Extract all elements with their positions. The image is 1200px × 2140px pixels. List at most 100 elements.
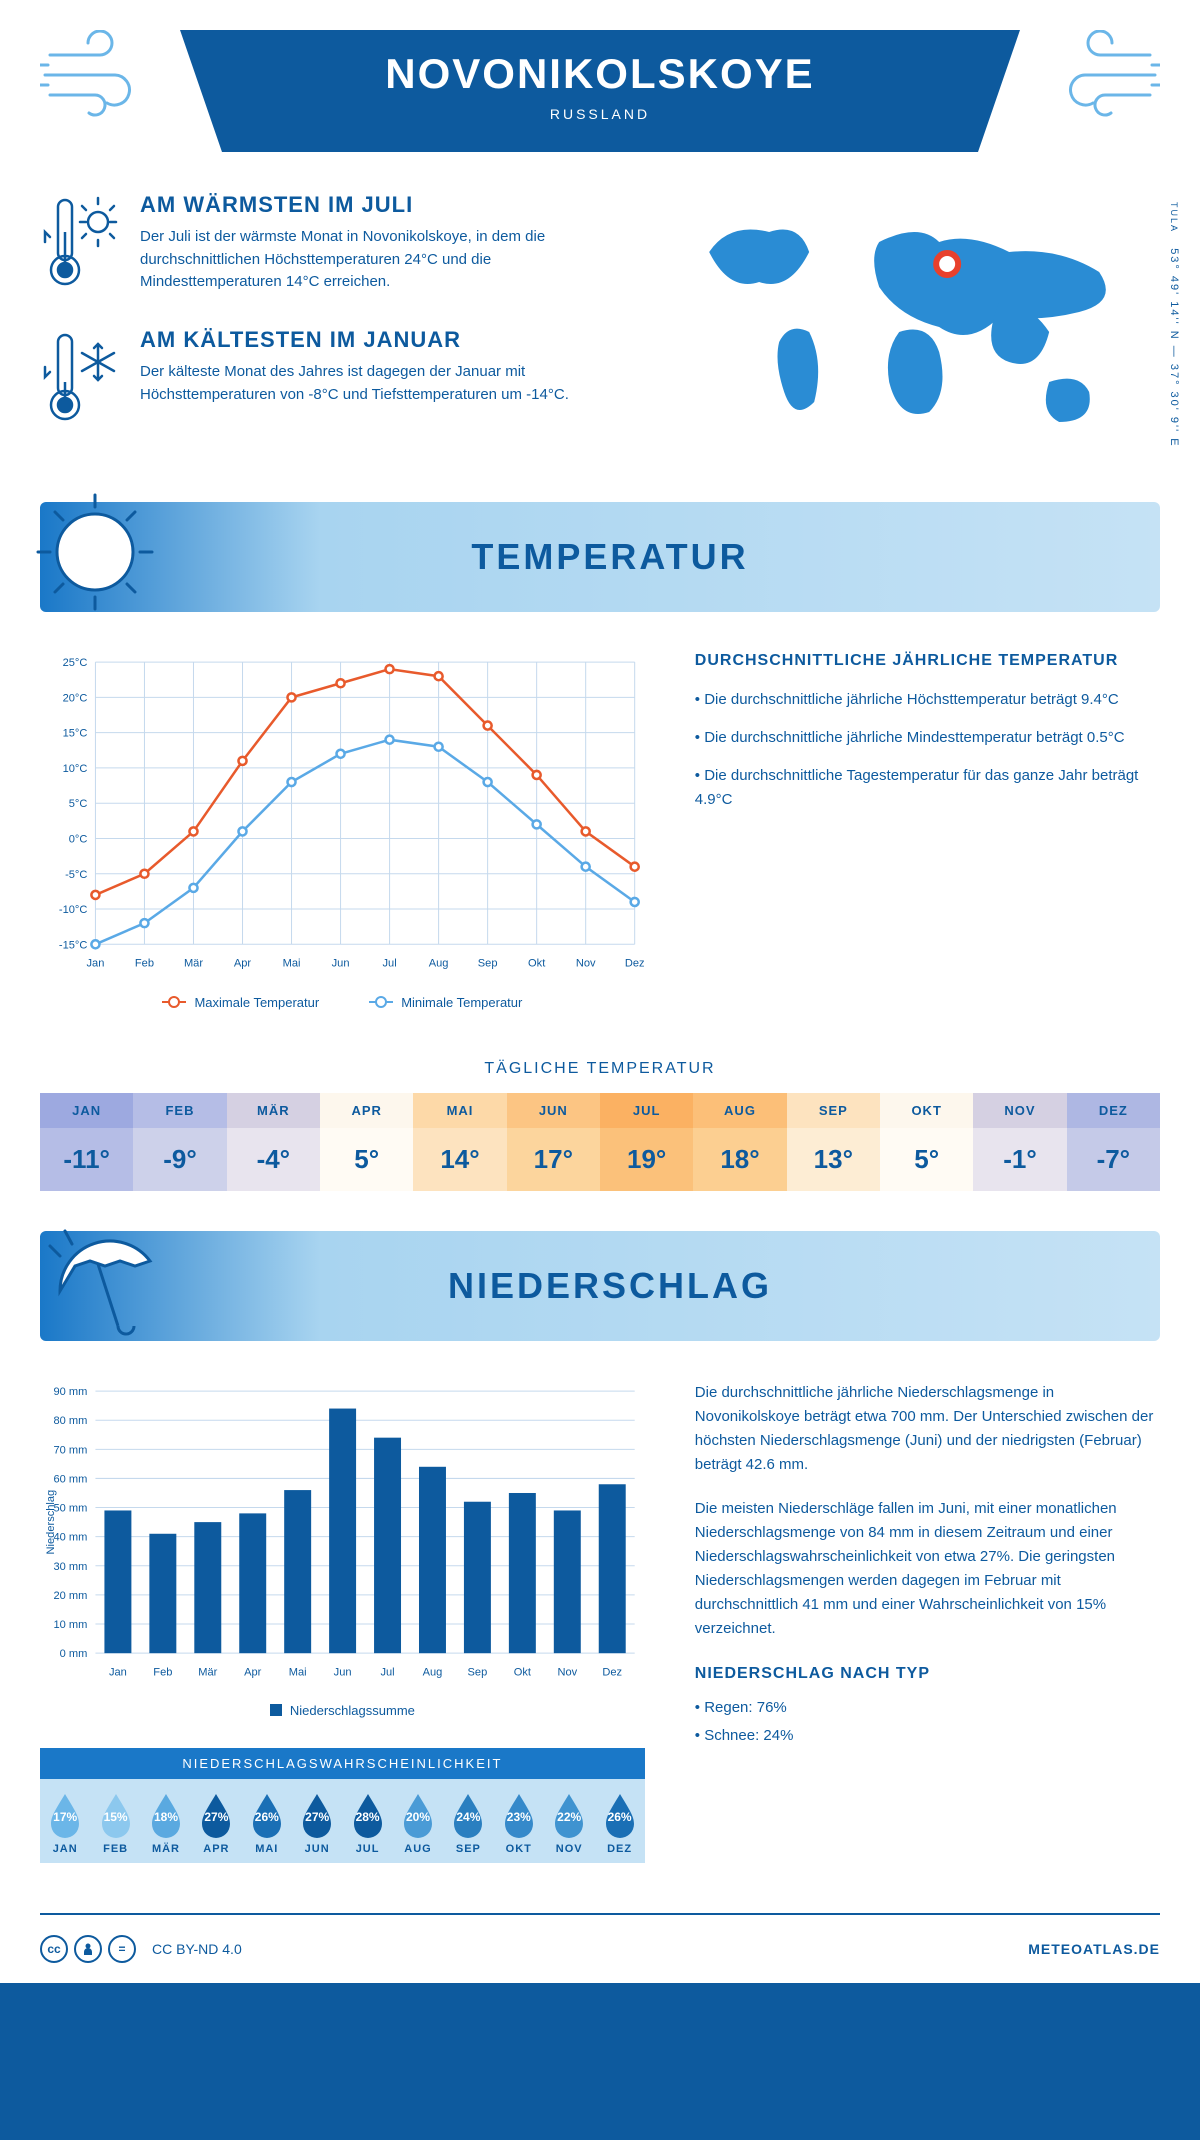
svg-text:Apr: Apr <box>244 1666 262 1678</box>
svg-text:40 mm: 40 mm <box>54 1531 88 1543</box>
intro-row: AM WÄRMSTEN IM JULI Der Juli ist der wär… <box>40 192 1160 462</box>
prob-cell: 26% MAI <box>242 1791 292 1855</box>
daily-head: APR <box>320 1093 413 1128</box>
prob-cell: 27% APR <box>191 1791 241 1855</box>
raindrop-icon: 27% <box>298 1791 336 1839</box>
svg-text:Feb: Feb <box>135 957 154 969</box>
svg-text:Jul: Jul <box>382 957 396 969</box>
svg-text:Aug: Aug <box>423 1666 443 1678</box>
svg-text:Nov: Nov <box>576 957 596 969</box>
thermometer-snow-icon <box>40 327 120 432</box>
svg-text:Sep: Sep <box>478 957 498 969</box>
svg-text:Nov: Nov <box>557 1666 577 1678</box>
svg-text:5°C: 5°C <box>69 798 88 810</box>
daily-head: DEZ <box>1067 1093 1160 1128</box>
daily-head: FEB <box>133 1093 226 1128</box>
svg-text:Feb: Feb <box>153 1666 172 1678</box>
svg-text:Okt: Okt <box>528 957 545 969</box>
svg-text:70 mm: 70 mm <box>54 1444 88 1456</box>
daily-value: 17° <box>507 1128 600 1191</box>
thermometer-sun-icon <box>40 192 120 297</box>
svg-text:-15°C: -15°C <box>59 939 87 951</box>
daily-temp-table: JANFEBMÄRAPRMAIJUNJULAUGSEPOKTNOVDEZ-11°… <box>40 1093 1160 1191</box>
warmest-title: AM WÄRMSTEN IM JULI <box>140 192 618 218</box>
prob-cell: 22% NOV <box>544 1791 594 1855</box>
precip-summary: Die durchschnittliche jährliche Niedersc… <box>695 1381 1160 1863</box>
svg-text:Dez: Dez <box>625 957 645 969</box>
daily-head: OKT <box>880 1093 973 1128</box>
daily-head: MAI <box>413 1093 506 1128</box>
daily-value: -11° <box>40 1128 133 1191</box>
svg-text:Mär: Mär <box>184 957 203 969</box>
header: NOVONIKOLSKOYE RUSSLAND <box>40 30 1160 152</box>
daily-value: -9° <box>133 1128 226 1191</box>
raindrop-icon: 15% <box>97 1791 135 1839</box>
svg-text:0°C: 0°C <box>69 834 88 846</box>
warmest-text: Der Juli ist der wärmste Monat in Novoni… <box>140 226 618 294</box>
daily-value: 18° <box>693 1128 786 1191</box>
site-name: METEOATLAS.DE <box>1028 1941 1160 1957</box>
precip-banner: NIEDERSCHLAG <box>40 1231 1160 1341</box>
svg-text:Jan: Jan <box>87 957 105 969</box>
coldest-fact: AM KÄLTESTEN IM JANUAR Der kälteste Mona… <box>40 327 618 432</box>
svg-text:Aug: Aug <box>429 957 449 969</box>
prob-cell: 20% AUG <box>393 1791 443 1855</box>
daily-value: -4° <box>227 1128 320 1191</box>
daily-value: 13° <box>787 1128 880 1191</box>
svg-text:0 mm: 0 mm <box>60 1648 88 1660</box>
raindrop-icon: 28% <box>349 1791 387 1839</box>
daily-value: 19° <box>600 1128 693 1191</box>
daily-value: -1° <box>973 1128 1066 1191</box>
temperature-summary: DURCHSCHNITTLICHE JÄHRLICHE TEMPERATUR •… <box>695 652 1160 1010</box>
svg-text:20 mm: 20 mm <box>54 1589 88 1601</box>
svg-text:Jun: Jun <box>334 1666 352 1678</box>
prob-cell: 17% JAN <box>40 1791 90 1855</box>
prob-cell: 18% MÄR <box>141 1791 191 1855</box>
coordinates: TULA 53° 49' 14'' N — 37° 30' 9'' E <box>1168 202 1180 448</box>
wind-icon <box>40 30 160 125</box>
svg-text:90 mm: 90 mm <box>54 1386 88 1398</box>
temperature-banner: TEMPERATUR <box>40 502 1160 612</box>
svg-text:60 mm: 60 mm <box>54 1473 88 1485</box>
svg-text:Jun: Jun <box>332 957 350 969</box>
raindrop-icon: 26% <box>601 1791 639 1839</box>
city-title: NOVONIKOLSKOYE <box>220 50 980 98</box>
svg-text:Jul: Jul <box>380 1666 394 1678</box>
svg-text:30 mm: 30 mm <box>54 1560 88 1572</box>
daily-head: JAN <box>40 1093 133 1128</box>
raindrop-icon: 22% <box>550 1791 588 1839</box>
umbrella-icon <box>30 1216 160 1346</box>
prob-cell: 15% FEB <box>90 1791 140 1855</box>
svg-text:10 mm: 10 mm <box>54 1619 88 1631</box>
coldest-text: Der kälteste Monat des Jahres ist dagege… <box>140 361 618 406</box>
svg-text:80 mm: 80 mm <box>54 1415 88 1427</box>
daily-head: SEP <box>787 1093 880 1128</box>
sun-icon <box>30 487 160 617</box>
raindrop-icon: 18% <box>147 1791 185 1839</box>
raindrop-icon: 27% <box>197 1791 235 1839</box>
svg-text:10°C: 10°C <box>63 763 88 775</box>
svg-text:Mär: Mär <box>198 1666 217 1678</box>
precip-probability: NIEDERSCHLAGSWAHRSCHEINLICHKEIT 17% JAN … <box>40 1748 645 1863</box>
svg-text:-10°C: -10°C <box>59 904 87 916</box>
prob-cell: 23% OKT <box>494 1791 544 1855</box>
raindrop-icon: 24% <box>449 1791 487 1839</box>
svg-text:Jan: Jan <box>109 1666 127 1678</box>
raindrop-icon: 20% <box>399 1791 437 1839</box>
coldest-title: AM KÄLTESTEN IM JANUAR <box>140 327 618 353</box>
svg-text:Apr: Apr <box>234 957 252 969</box>
title-banner: NOVONIKOLSKOYE RUSSLAND <box>180 30 1020 152</box>
daily-head: MÄR <box>227 1093 320 1128</box>
svg-text:15°C: 15°C <box>63 728 88 740</box>
temperature-title: TEMPERATUR <box>160 536 1160 578</box>
precip-chart: 0 mm10 mm20 mm30 mm40 mm50 mm60 mm70 mm8… <box>40 1381 645 1683</box>
prob-cell: 27% JUN <box>292 1791 342 1855</box>
precip-title: NIEDERSCHLAG <box>160 1265 1160 1307</box>
raindrop-icon: 26% <box>248 1791 286 1839</box>
daily-value: 14° <box>413 1128 506 1191</box>
svg-text:20°C: 20°C <box>63 692 88 704</box>
temp-legend: Maximale Temperatur Minimale Temperatur <box>40 995 645 1010</box>
temperature-chart: -15°C-10°C-5°C0°C5°C10°C15°C20°C25°CJanF… <box>40 652 645 1010</box>
svg-text:Okt: Okt <box>514 1666 531 1678</box>
cc-license-icons: cc = CC BY-ND 4.0 <box>40 1935 242 1963</box>
